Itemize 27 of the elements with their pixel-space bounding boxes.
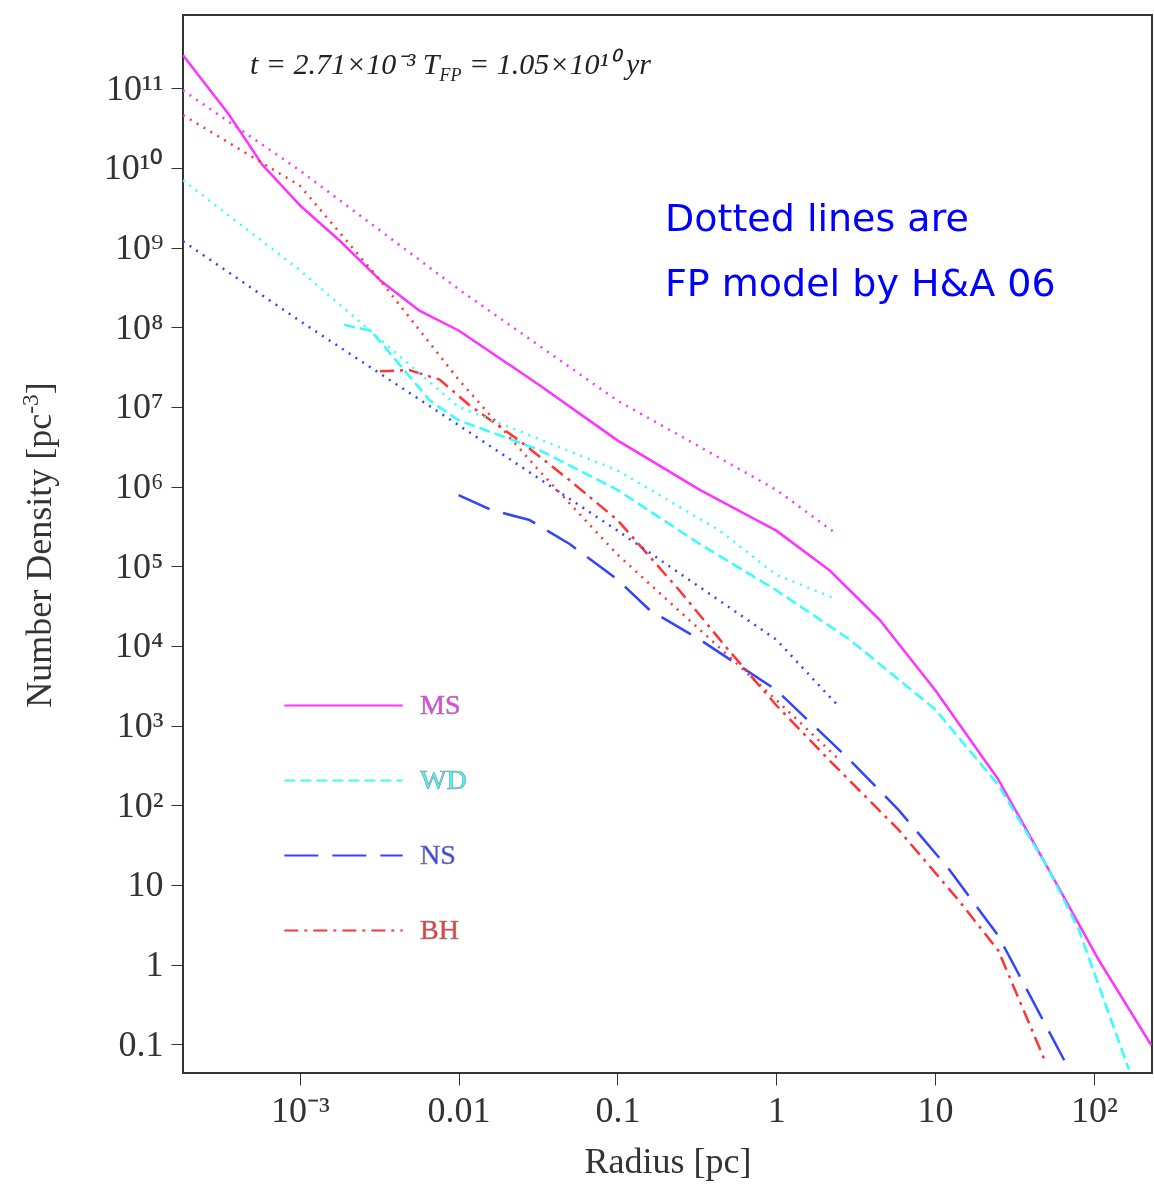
- x-tick-label: 10⁻³: [270, 1089, 330, 1130]
- legend-label: WD: [420, 763, 467, 795]
- annotation: Dotted lines are: [665, 196, 969, 240]
- y-tick-label: 10¹⁰: [103, 147, 164, 188]
- y-tick-label: 10: [127, 864, 164, 905]
- legend-label: BH: [420, 913, 459, 945]
- x-tick-label: 10: [917, 1089, 954, 1130]
- y-tick-label: 10⁹: [114, 227, 164, 268]
- y-tick-label: 10⁸: [114, 306, 164, 347]
- x-tick-label: 1: [767, 1089, 786, 1130]
- y-tick-label: 10⁶: [114, 466, 164, 507]
- x-tick-label: 10²: [1071, 1089, 1118, 1130]
- y-tick-label: 10³: [116, 705, 164, 746]
- y-tick-label: 1: [145, 944, 164, 985]
- annotation: t = 2.71×10⁻³ T$_{FP}$ = 1.05×10¹⁰ yr: [250, 46, 651, 86]
- y-tick-label: 10²: [116, 784, 164, 825]
- annotation: FP model by H&A 06: [665, 261, 1056, 305]
- x-axis-title: Radius [pc]: [584, 1140, 752, 1181]
- x-tick-label: 0.01: [427, 1089, 491, 1130]
- x-tick-label: 0.1: [595, 1089, 641, 1130]
- y-tick-label: 10⁷: [114, 386, 164, 427]
- legend-label: MS: [420, 688, 461, 720]
- y-tick-label: 10⁵: [114, 545, 164, 586]
- y-tick-label: 10¹¹: [105, 67, 164, 108]
- legend-label: NS: [420, 838, 456, 870]
- y-tick-label: 10⁴: [114, 625, 164, 666]
- y-tick-label: 0.1: [118, 1023, 164, 1064]
